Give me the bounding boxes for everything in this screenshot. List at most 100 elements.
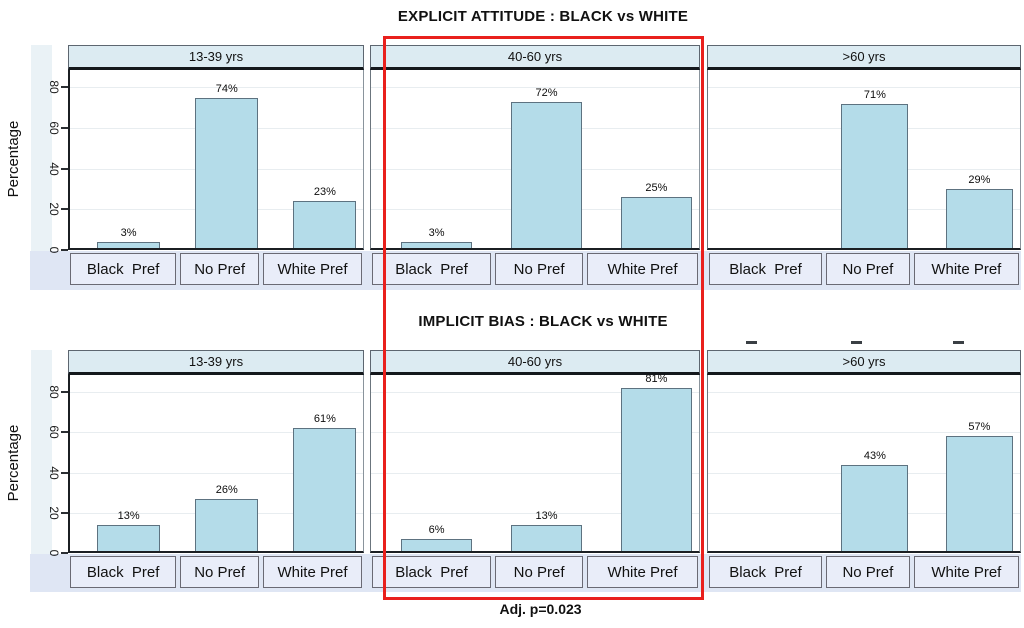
bar [945, 436, 1013, 551]
chart-title-explicit: EXPLICIT ATTITUDE : BLACK vs WHITE [397, 8, 689, 25]
panel-header: 40-60 yrs [370, 350, 700, 375]
stray-dash-mark [746, 341, 757, 344]
x-category-label: Black Pref [709, 556, 823, 588]
y-tick-label: 20 [47, 202, 61, 216]
chart-title-implicit: IMPLICIT BIAS : BLACK vs WHITE [418, 313, 668, 330]
bar [293, 428, 357, 551]
bar-value-label: 3% [428, 226, 445, 239]
bar-value-label: 13% [117, 509, 140, 522]
plot-area: 3% 72% 25% [370, 70, 700, 250]
x-category-label: No Pref [826, 556, 910, 588]
bar-value-label: 3% [120, 226, 137, 239]
x-label-row: Black Pref No Pref White Pref [370, 556, 700, 588]
bar [511, 524, 582, 551]
gridline [70, 472, 363, 474]
x-label-row: Black Pref No Pref White Pref [68, 253, 364, 285]
gridline [708, 87, 1020, 89]
y-tick-mark [61, 471, 68, 474]
bar [511, 101, 582, 248]
highlight-rect [383, 36, 704, 600]
y-axis-title: Percentage [5, 120, 22, 197]
x-category-label: White Pref [587, 556, 698, 588]
panel-header: >60 yrs [707, 350, 1021, 375]
bar-value-label: 25% [645, 182, 668, 195]
y-tick-label: 0 [47, 246, 61, 254]
bar-value-label: 29% [968, 174, 991, 187]
bar [293, 201, 357, 248]
y-tick-mark [61, 511, 68, 514]
bar [945, 189, 1013, 248]
x-category-label: White Pref [913, 253, 1019, 285]
y-tick-mark [61, 127, 68, 129]
x-category-label: Black Pref [70, 253, 177, 285]
y-tick-mark [61, 552, 68, 554]
bar [401, 241, 472, 248]
x-category-label: White Pref [262, 253, 362, 285]
bar [97, 241, 161, 248]
y-tick-label: 20 [47, 506, 61, 520]
bar-value-label: 72% [535, 86, 558, 99]
gridline [371, 392, 699, 394]
bar-value-label: 6% [428, 523, 445, 536]
bar-value-label: 61% [313, 413, 336, 426]
x-category-label: White Pref [262, 556, 362, 588]
bar-value-label: 71% [863, 88, 886, 101]
y-axis-strip [31, 45, 52, 251]
gridline [708, 392, 1020, 394]
bar-value-label: 81% [645, 373, 668, 386]
panel-header: 40-60 yrs [370, 45, 700, 70]
y-tick-label: 60 [47, 121, 61, 135]
x-category-label: No Pref [180, 556, 259, 588]
bar [195, 97, 259, 248]
y-tick-mark [61, 167, 68, 170]
gridline [371, 432, 699, 434]
plot-area: 13% 26% 61% [68, 375, 364, 553]
bar [841, 464, 909, 551]
bar [841, 103, 909, 248]
bar-value-label: 74% [215, 82, 238, 95]
x-category-label: Black Pref [372, 556, 491, 588]
plot-area: 43% 57% [707, 375, 1021, 553]
stray-dash-mark [953, 341, 964, 344]
y-tick-label: 40 [47, 465, 61, 480]
plot-area: 71% 29% [707, 70, 1021, 250]
bar-value-label: 23% [313, 186, 336, 199]
bar [621, 197, 692, 248]
y-tick-mark [61, 86, 68, 89]
x-category-label: No Pref [180, 253, 259, 285]
x-category-label: No Pref [495, 253, 584, 285]
x-category-label: Black Pref [709, 253, 823, 285]
x-label-row: Black Pref No Pref White Pref [707, 253, 1021, 285]
x-label-row: Black Pref No Pref White Pref [370, 253, 700, 285]
y-tick-label: 80 [47, 80, 61, 94]
bar-value-label: 43% [863, 449, 886, 462]
gridline [708, 432, 1020, 434]
panel-header: 13-39 yrs [68, 45, 364, 70]
y-axis-strip [31, 350, 52, 554]
x-category-label: No Pref [826, 253, 910, 285]
plot-area: 6% 13% 81% [370, 373, 700, 553]
x-category-label: Black Pref [372, 253, 491, 285]
plot-area: 3% 74% 23% [68, 70, 364, 250]
bar [195, 498, 259, 551]
y-tick-label: 0 [47, 549, 61, 557]
y-tick-mark [61, 249, 68, 251]
gridline [371, 512, 699, 514]
x-category-label: No Pref [495, 556, 584, 588]
y-tick-label: 40 [47, 161, 61, 176]
x-label-row: Black Pref No Pref White Pref [68, 556, 364, 588]
panel-header: 13-39 yrs [68, 350, 364, 375]
x-category-label: White Pref [913, 556, 1019, 588]
bar [401, 538, 472, 551]
y-tick-mark [61, 431, 68, 434]
bar [621, 388, 692, 551]
gridline [70, 432, 363, 434]
y-tick-label: 60 [47, 425, 61, 439]
p-value-annotation: Adj. p=0.023 [499, 601, 582, 617]
bar [97, 524, 161, 551]
stray-dash-mark [851, 341, 862, 344]
x-category-label: Black Pref [70, 556, 177, 588]
gridline [371, 472, 699, 474]
y-tick-mark [61, 208, 68, 211]
